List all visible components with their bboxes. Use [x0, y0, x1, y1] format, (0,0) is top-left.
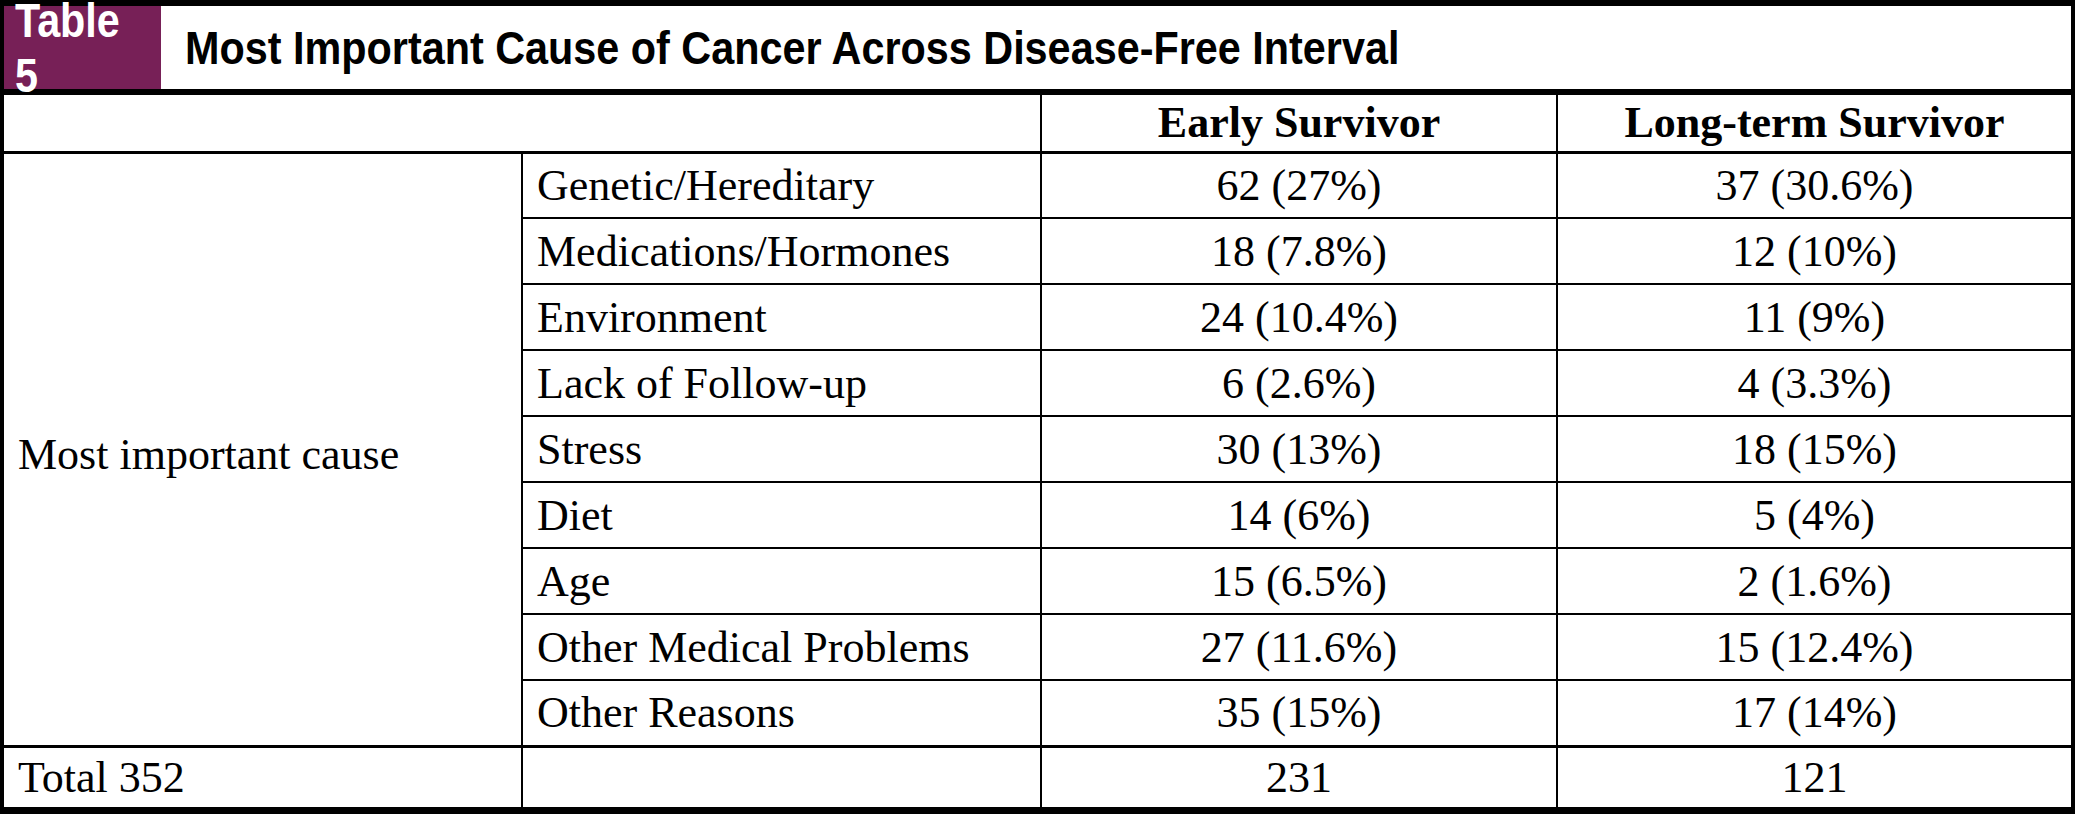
cause-cell: Medications/Hormones [522, 218, 1041, 284]
cause-cell: Stress [522, 416, 1041, 482]
data-table: Early Survivor Long-term Survivor Most i… [0, 89, 2075, 814]
table-number-badge: Table 5 [4, 6, 161, 89]
longterm-value-cell: 2 (1.6%) [1557, 548, 2073, 614]
cause-cell: Lack of Follow-up [522, 350, 1041, 416]
cause-cell: Environment [522, 284, 1041, 350]
table-row: Most important cause Genetic/Hereditary … [2, 152, 2073, 218]
table-title-label: Most Important Cause of Cancer Across Di… [185, 20, 1399, 75]
total-blank-cell [522, 746, 1041, 810]
longterm-value-cell: 15 (12.4%) [1557, 614, 2073, 680]
row-group-label: Most important cause [2, 152, 522, 746]
table-title: Most Important Cause of Cancer Across Di… [161, 6, 2071, 89]
table-number-label: Table 5 [15, 0, 150, 103]
early-value-cell: 35 (15%) [1041, 680, 1557, 746]
total-label: Total 352 [2, 746, 522, 810]
cause-cell: Age [522, 548, 1041, 614]
longterm-value-cell: 5 (4%) [1557, 482, 2073, 548]
table-title-bar: Table 5 Most Important Cause of Cancer A… [0, 0, 2075, 89]
early-value-cell: 30 (13%) [1041, 416, 1557, 482]
longterm-value-cell: 4 (3.3%) [1557, 350, 2073, 416]
early-value-cell: 24 (10.4%) [1041, 284, 1557, 350]
total-row: Total 352 231 121 [2, 746, 2073, 810]
longterm-value-cell: 18 (15%) [1557, 416, 2073, 482]
cause-cell: Other Medical Problems [522, 614, 1041, 680]
column-header-early-survivor: Early Survivor [1041, 92, 1557, 152]
early-value-cell: 27 (11.6%) [1041, 614, 1557, 680]
early-value-cell: 18 (7.8%) [1041, 218, 1557, 284]
column-header-row: Early Survivor Long-term Survivor [2, 92, 2073, 152]
column-header-long-term-survivor: Long-term Survivor [1557, 92, 2073, 152]
total-early-value: 231 [1041, 746, 1557, 810]
early-value-cell: 14 (6%) [1041, 482, 1557, 548]
longterm-value-cell: 17 (14%) [1557, 680, 2073, 746]
cause-cell: Other Reasons [522, 680, 1041, 746]
early-value-cell: 6 (2.6%) [1041, 350, 1557, 416]
longterm-value-cell: 11 (9%) [1557, 284, 2073, 350]
longterm-value-cell: 37 (30.6%) [1557, 152, 2073, 218]
blank-header-cell [2, 92, 1041, 152]
cause-cell: Genetic/Hereditary [522, 152, 1041, 218]
early-value-cell: 62 (27%) [1041, 152, 1557, 218]
cause-cell: Diet [522, 482, 1041, 548]
total-longterm-value: 121 [1557, 746, 2073, 810]
table-figure: Table 5 Most Important Cause of Cancer A… [0, 0, 2075, 823]
longterm-value-cell: 12 (10%) [1557, 218, 2073, 284]
early-value-cell: 15 (6.5%) [1041, 548, 1557, 614]
